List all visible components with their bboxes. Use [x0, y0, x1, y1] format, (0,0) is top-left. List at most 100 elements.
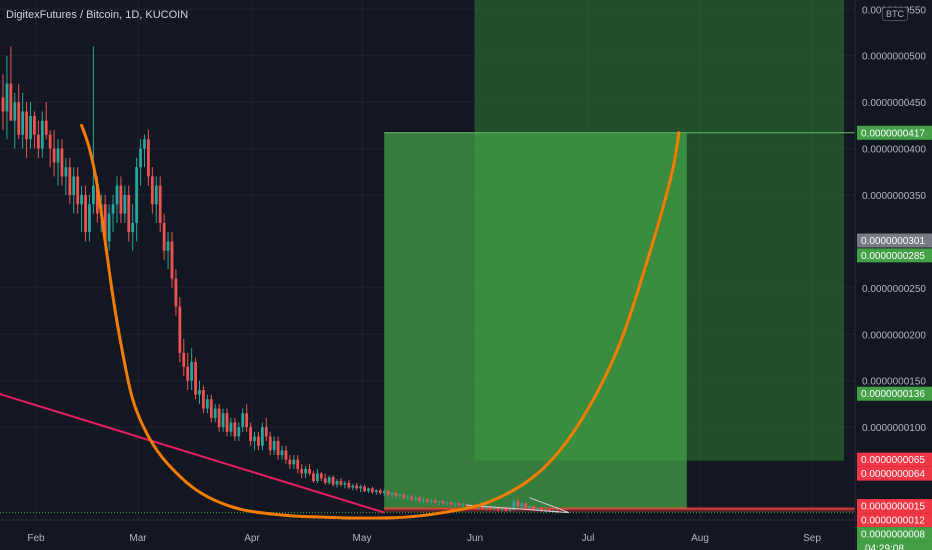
candle: [253, 431, 256, 451]
candle: [111, 195, 115, 233]
candle: [205, 394, 209, 414]
candle: [382, 489, 386, 496]
candle: [461, 503, 465, 508]
candle: [194, 357, 197, 400]
candle-body: [319, 473, 323, 479]
candle: [524, 502, 528, 510]
candle: [68, 157, 72, 205]
parabolic-curve: [80, 123, 681, 520]
candle: [186, 352, 190, 390]
candle-body: [1, 97, 5, 112]
candle-body: [308, 468, 311, 474]
candle-body: [312, 473, 315, 481]
candle: [245, 403, 249, 432]
candle-body: [88, 204, 91, 233]
candle-body: [359, 486, 363, 489]
candle: [264, 417, 268, 442]
candle-body: [36, 134, 40, 149]
wedge-pattern: [466, 497, 570, 514]
candle-body: [398, 494, 402, 496]
candle: [386, 489, 390, 497]
candle-body: [437, 501, 441, 503]
candle-body: [351, 485, 355, 488]
y-tick-label: 0.0000000400: [862, 145, 926, 156]
candle: [147, 130, 150, 186]
candle: [500, 507, 504, 512]
candle: [378, 488, 382, 495]
y-tick-label: 0.0000000500: [862, 52, 926, 63]
candle: [178, 297, 182, 363]
candle-body: [323, 478, 327, 483]
candle: [233, 417, 237, 442]
candle-body: [64, 167, 68, 177]
price-label-text: 0.0000000064: [861, 469, 925, 480]
candle-body: [13, 102, 17, 121]
candle-body: [56, 148, 60, 163]
candle: [343, 481, 347, 489]
candle-body: [139, 148, 142, 168]
y-tick-label: 0.0000000150: [862, 377, 926, 388]
candle-body: [253, 436, 256, 442]
y-tick-label: 0.0000000250: [862, 284, 926, 295]
candle: [276, 436, 280, 460]
countdown-badge: [857, 541, 932, 550]
candle: [257, 431, 260, 451]
candle-body: [68, 167, 72, 195]
price-label-text: 0.0000000301: [861, 236, 925, 247]
candle: [300, 464, 304, 479]
candle-body: [508, 509, 512, 511]
candle-body: [304, 468, 308, 474]
candle: [359, 484, 363, 493]
candle: [127, 185, 131, 242]
candle: [394, 491, 398, 498]
candle: [158, 176, 162, 233]
candle: [260, 422, 264, 451]
candle-body: [540, 507, 543, 511]
candle: [237, 422, 241, 442]
candle-body: [371, 488, 374, 493]
candle: [437, 500, 441, 506]
candle-body: [166, 241, 170, 251]
candle-body: [445, 502, 449, 504]
candle: [221, 408, 225, 432]
candle-body: [115, 185, 119, 205]
candle-body: [339, 481, 343, 485]
candle-body: [186, 366, 190, 381]
candle-body: [500, 508, 504, 510]
candle-body: [209, 399, 213, 418]
candle: [284, 445, 288, 465]
x-tick-label: Feb: [27, 533, 45, 544]
candle-body: [441, 501, 445, 504]
candle-body: [84, 195, 87, 233]
candle-body: [162, 222, 166, 251]
candle: [213, 403, 217, 423]
candle-body: [484, 507, 488, 508]
candle-body: [5, 83, 9, 112]
candle: [119, 176, 123, 223]
candle-body: [296, 459, 300, 469]
candle-body: [225, 413, 229, 432]
candle-body: [170, 241, 174, 279]
candle-body: [504, 508, 508, 511]
candle-body: [233, 422, 237, 437]
candle: [418, 495, 421, 503]
candle: [422, 497, 425, 504]
candle-body: [202, 390, 205, 409]
candle-body: [422, 499, 425, 501]
price-label-badge: [857, 527, 932, 542]
candle-body: [72, 176, 76, 195]
currency-badge[interactable]: BTC: [882, 7, 908, 21]
candle: [316, 468, 319, 483]
candle-body: [347, 482, 351, 488]
candle: [371, 486, 374, 494]
candle-body: [488, 507, 492, 509]
candle-body: [390, 493, 394, 495]
candle-body: [453, 503, 457, 505]
candle: [182, 338, 186, 377]
candle: [202, 385, 205, 414]
candle-body: [449, 502, 453, 505]
candle-body: [194, 362, 197, 395]
candle: [25, 102, 28, 158]
candle-body: [174, 278, 178, 307]
